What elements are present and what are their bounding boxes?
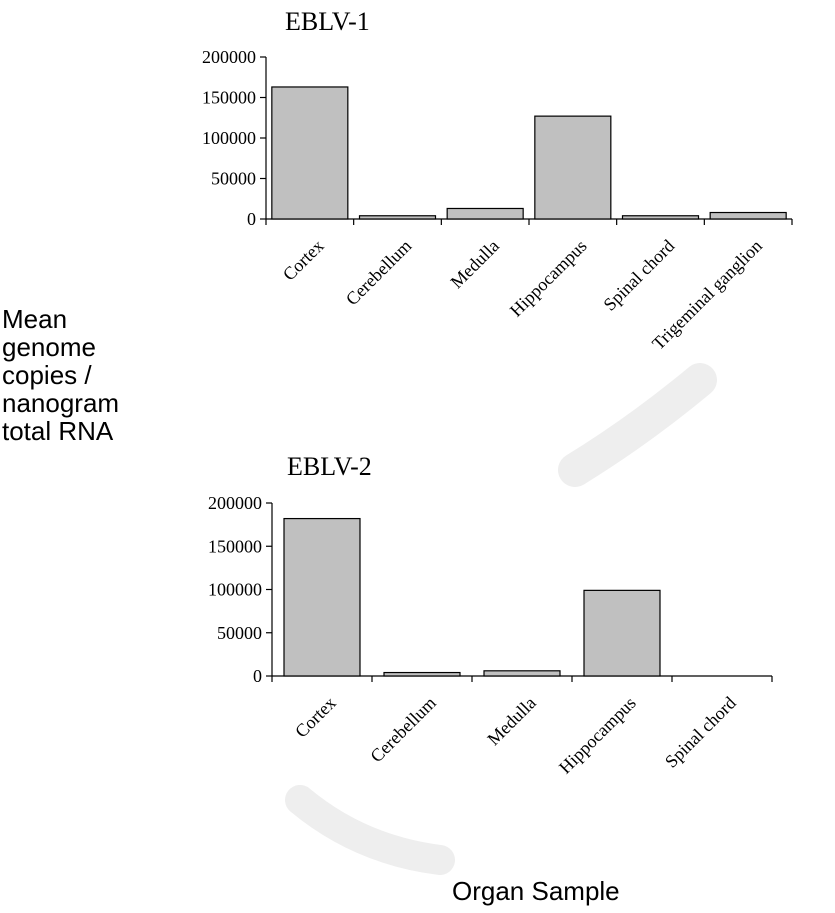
x-tick-label: Spinal chord bbox=[599, 236, 678, 315]
x-tick-label: Cortex bbox=[279, 236, 328, 285]
y-axis-label-line: genome bbox=[2, 332, 96, 362]
y-tick-label: 0 bbox=[253, 666, 262, 686]
bar bbox=[358, 215, 437, 220]
x-tick-label: Hippocampus bbox=[555, 693, 640, 778]
chart-eblv-2: EBLV-2 0 50000 100000 150000 200000 Cortex Cere… bbox=[208, 452, 773, 778]
bar bbox=[483, 670, 561, 677]
chart-title: EBLV-1 bbox=[285, 7, 370, 36]
y-axis-label-line: nanogram bbox=[2, 388, 120, 418]
x-tick-label: Hippocampus bbox=[506, 236, 591, 321]
x-axis-label: Organ Sample bbox=[452, 876, 620, 906]
bar bbox=[583, 589, 661, 677]
x-tick-label: Cerebellum bbox=[366, 693, 440, 767]
y-axis-label-line: copies / bbox=[2, 360, 92, 390]
bar bbox=[709, 211, 787, 220]
bar bbox=[283, 517, 361, 677]
x-tick-label: Cerebellum bbox=[342, 236, 416, 310]
y-tick-label: 0 bbox=[247, 209, 256, 229]
bar bbox=[621, 215, 700, 220]
x-tick-label: Spinal chord bbox=[661, 693, 740, 772]
y-axis-label: Mean genome copies / nanogram total RNA bbox=[2, 305, 172, 445]
bar bbox=[383, 671, 461, 677]
x-tick-label: Medulla bbox=[483, 693, 540, 750]
chart-eblv-1: EBLV-1 0 50000 100000 150000 200000 Cortex Cere… bbox=[202, 7, 793, 354]
y-tick-label: 150000 bbox=[208, 536, 262, 556]
y-axis-label-line: total RNA bbox=[2, 416, 114, 446]
y-tick-label: 200000 bbox=[202, 47, 256, 67]
bar bbox=[271, 86, 349, 220]
y-tick-label: 50000 bbox=[211, 169, 256, 189]
y-axis-label-line: Mean bbox=[2, 304, 68, 334]
y-tick-label: 150000 bbox=[202, 88, 256, 108]
y-tick-label: 50000 bbox=[217, 623, 262, 643]
y-tick-label: 100000 bbox=[202, 128, 256, 148]
bar bbox=[446, 207, 524, 220]
x-tick-label: Cortex bbox=[291, 693, 340, 742]
chart-title: EBLV-2 bbox=[287, 452, 372, 481]
y-tick-label: 200000 bbox=[208, 493, 262, 513]
x-tick-label: Medulla bbox=[446, 236, 503, 293]
bar bbox=[534, 115, 612, 220]
y-tick-label: 100000 bbox=[208, 580, 262, 600]
